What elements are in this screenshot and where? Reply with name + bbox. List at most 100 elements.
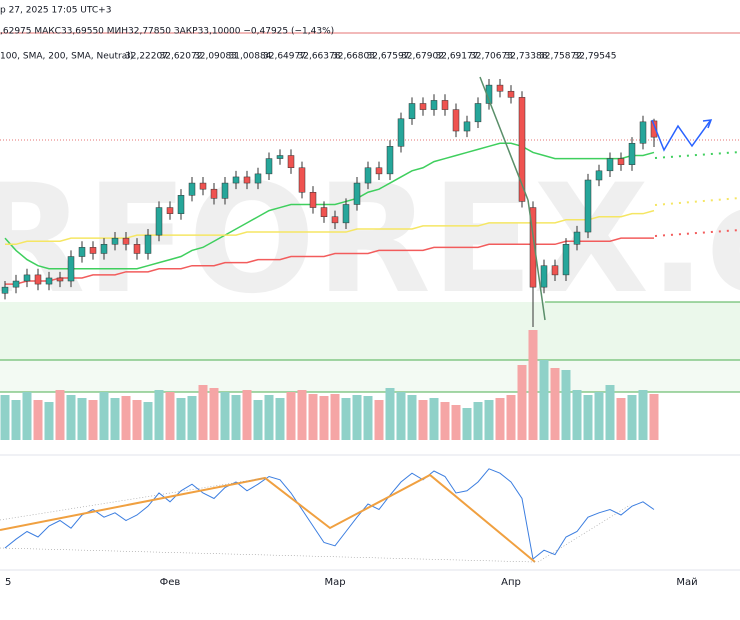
candle-body (430, 100, 438, 110)
volume-bar (88, 400, 98, 440)
candle-body (265, 158, 273, 175)
volume-bar (561, 370, 571, 440)
oscillator-line (4, 468, 655, 560)
candle-body (188, 182, 196, 196)
header-indicators: 100, SMA, 200, SMA, Neutral) (0, 52, 133, 62)
header-date: р 27, 2025 17:05 UTC+3 (0, 6, 111, 16)
volume-bar (132, 400, 142, 440)
volume-bar (594, 392, 604, 440)
volume-bar (11, 400, 21, 440)
volume-bar (484, 400, 494, 440)
candle-body (441, 100, 449, 110)
volume-bar (429, 398, 439, 440)
candle-body (309, 191, 317, 208)
indicator-value: 32,79545 (574, 52, 617, 62)
candle-body (463, 121, 471, 132)
candle-body (1, 286, 9, 294)
candle-body (45, 277, 53, 285)
zone (0, 360, 740, 392)
candle-body (606, 158, 614, 172)
volume-bar (209, 388, 219, 440)
candle-body (166, 207, 174, 214)
volume-bar (627, 395, 637, 440)
x-tick-label: Фев (160, 577, 181, 588)
indicator-value: 32,66378 (298, 52, 341, 62)
volume-bar (396, 392, 406, 440)
volume-bar (275, 398, 285, 440)
volume-bar (363, 396, 373, 440)
candle-body (419, 103, 427, 110)
volume-bar (330, 394, 340, 440)
candle-body (617, 158, 625, 165)
candle-body (254, 173, 262, 184)
volume-bar (220, 392, 230, 440)
header-ohlc: ,62975 МАКС33,69550 МИН32,77850 ЗАКР33,1… (0, 27, 334, 37)
volume-bar (605, 385, 615, 440)
candle-body (111, 237, 119, 245)
volume-bar (0, 395, 10, 440)
volume-bar (451, 405, 461, 440)
candle-body (342, 204, 350, 224)
volume-bar (231, 395, 241, 440)
volume-bar (616, 398, 626, 440)
volume-bar (374, 400, 384, 440)
volume-bar (253, 400, 263, 440)
trend-line (0, 547, 536, 563)
candle-body (408, 103, 416, 120)
candle-body (518, 97, 526, 202)
volume-bar (165, 392, 175, 440)
candle-body (474, 103, 482, 123)
volume-bar (638, 390, 648, 440)
volume-bar (55, 390, 65, 440)
zone (0, 302, 740, 360)
candle-body (232, 176, 240, 184)
volume-bar (22, 392, 32, 440)
candle-body (375, 167, 383, 175)
candle-body (562, 244, 570, 276)
volume-bar (385, 388, 395, 440)
candle-body (78, 247, 86, 257)
volume-bar (528, 330, 538, 440)
candle-body (628, 143, 636, 165)
x-tick-label: Апр (501, 577, 521, 588)
candle-body (507, 90, 515, 98)
moving-average (4, 142, 655, 270)
zigzag (479, 76, 529, 201)
candle-body (529, 207, 537, 288)
volume-bar (341, 398, 351, 440)
candle-body (122, 237, 130, 245)
volume-bar (121, 396, 131, 440)
volume-bar (198, 385, 208, 440)
indicator-value: 32,66803 (332, 52, 375, 62)
forecast-arrow (651, 119, 711, 152)
candle-body (177, 195, 185, 214)
candle-body (331, 216, 339, 224)
volume-bar (110, 398, 120, 440)
candle-body (584, 179, 592, 233)
x-tick-label: 5 (5, 577, 11, 588)
candle-body (287, 155, 295, 169)
zigzag (0, 473, 536, 563)
candle-body (573, 231, 581, 245)
candle-body (34, 274, 42, 285)
volume-bar (517, 365, 527, 440)
volume-bar (539, 360, 549, 440)
indicator-value: 32,67902 (401, 52, 444, 62)
candle-body (276, 155, 284, 159)
candle-body (298, 167, 306, 193)
volume-bar (66, 395, 76, 440)
volume-bar (286, 392, 296, 440)
candle-body (23, 274, 31, 282)
plot: 5 Фев Мар Апр Май (0, 78, 698, 588)
volume-bar (550, 368, 560, 440)
candle-body (56, 277, 64, 282)
indicator-value: 32,09083 (194, 52, 237, 62)
volume-bar (649, 394, 659, 440)
candle-body (639, 121, 647, 144)
zigzag (527, 199, 546, 321)
volume-bar (77, 398, 87, 440)
volume-bar (473, 402, 483, 440)
volume-bar (176, 398, 186, 440)
candle-body (650, 120, 658, 138)
candle-body (551, 265, 559, 276)
